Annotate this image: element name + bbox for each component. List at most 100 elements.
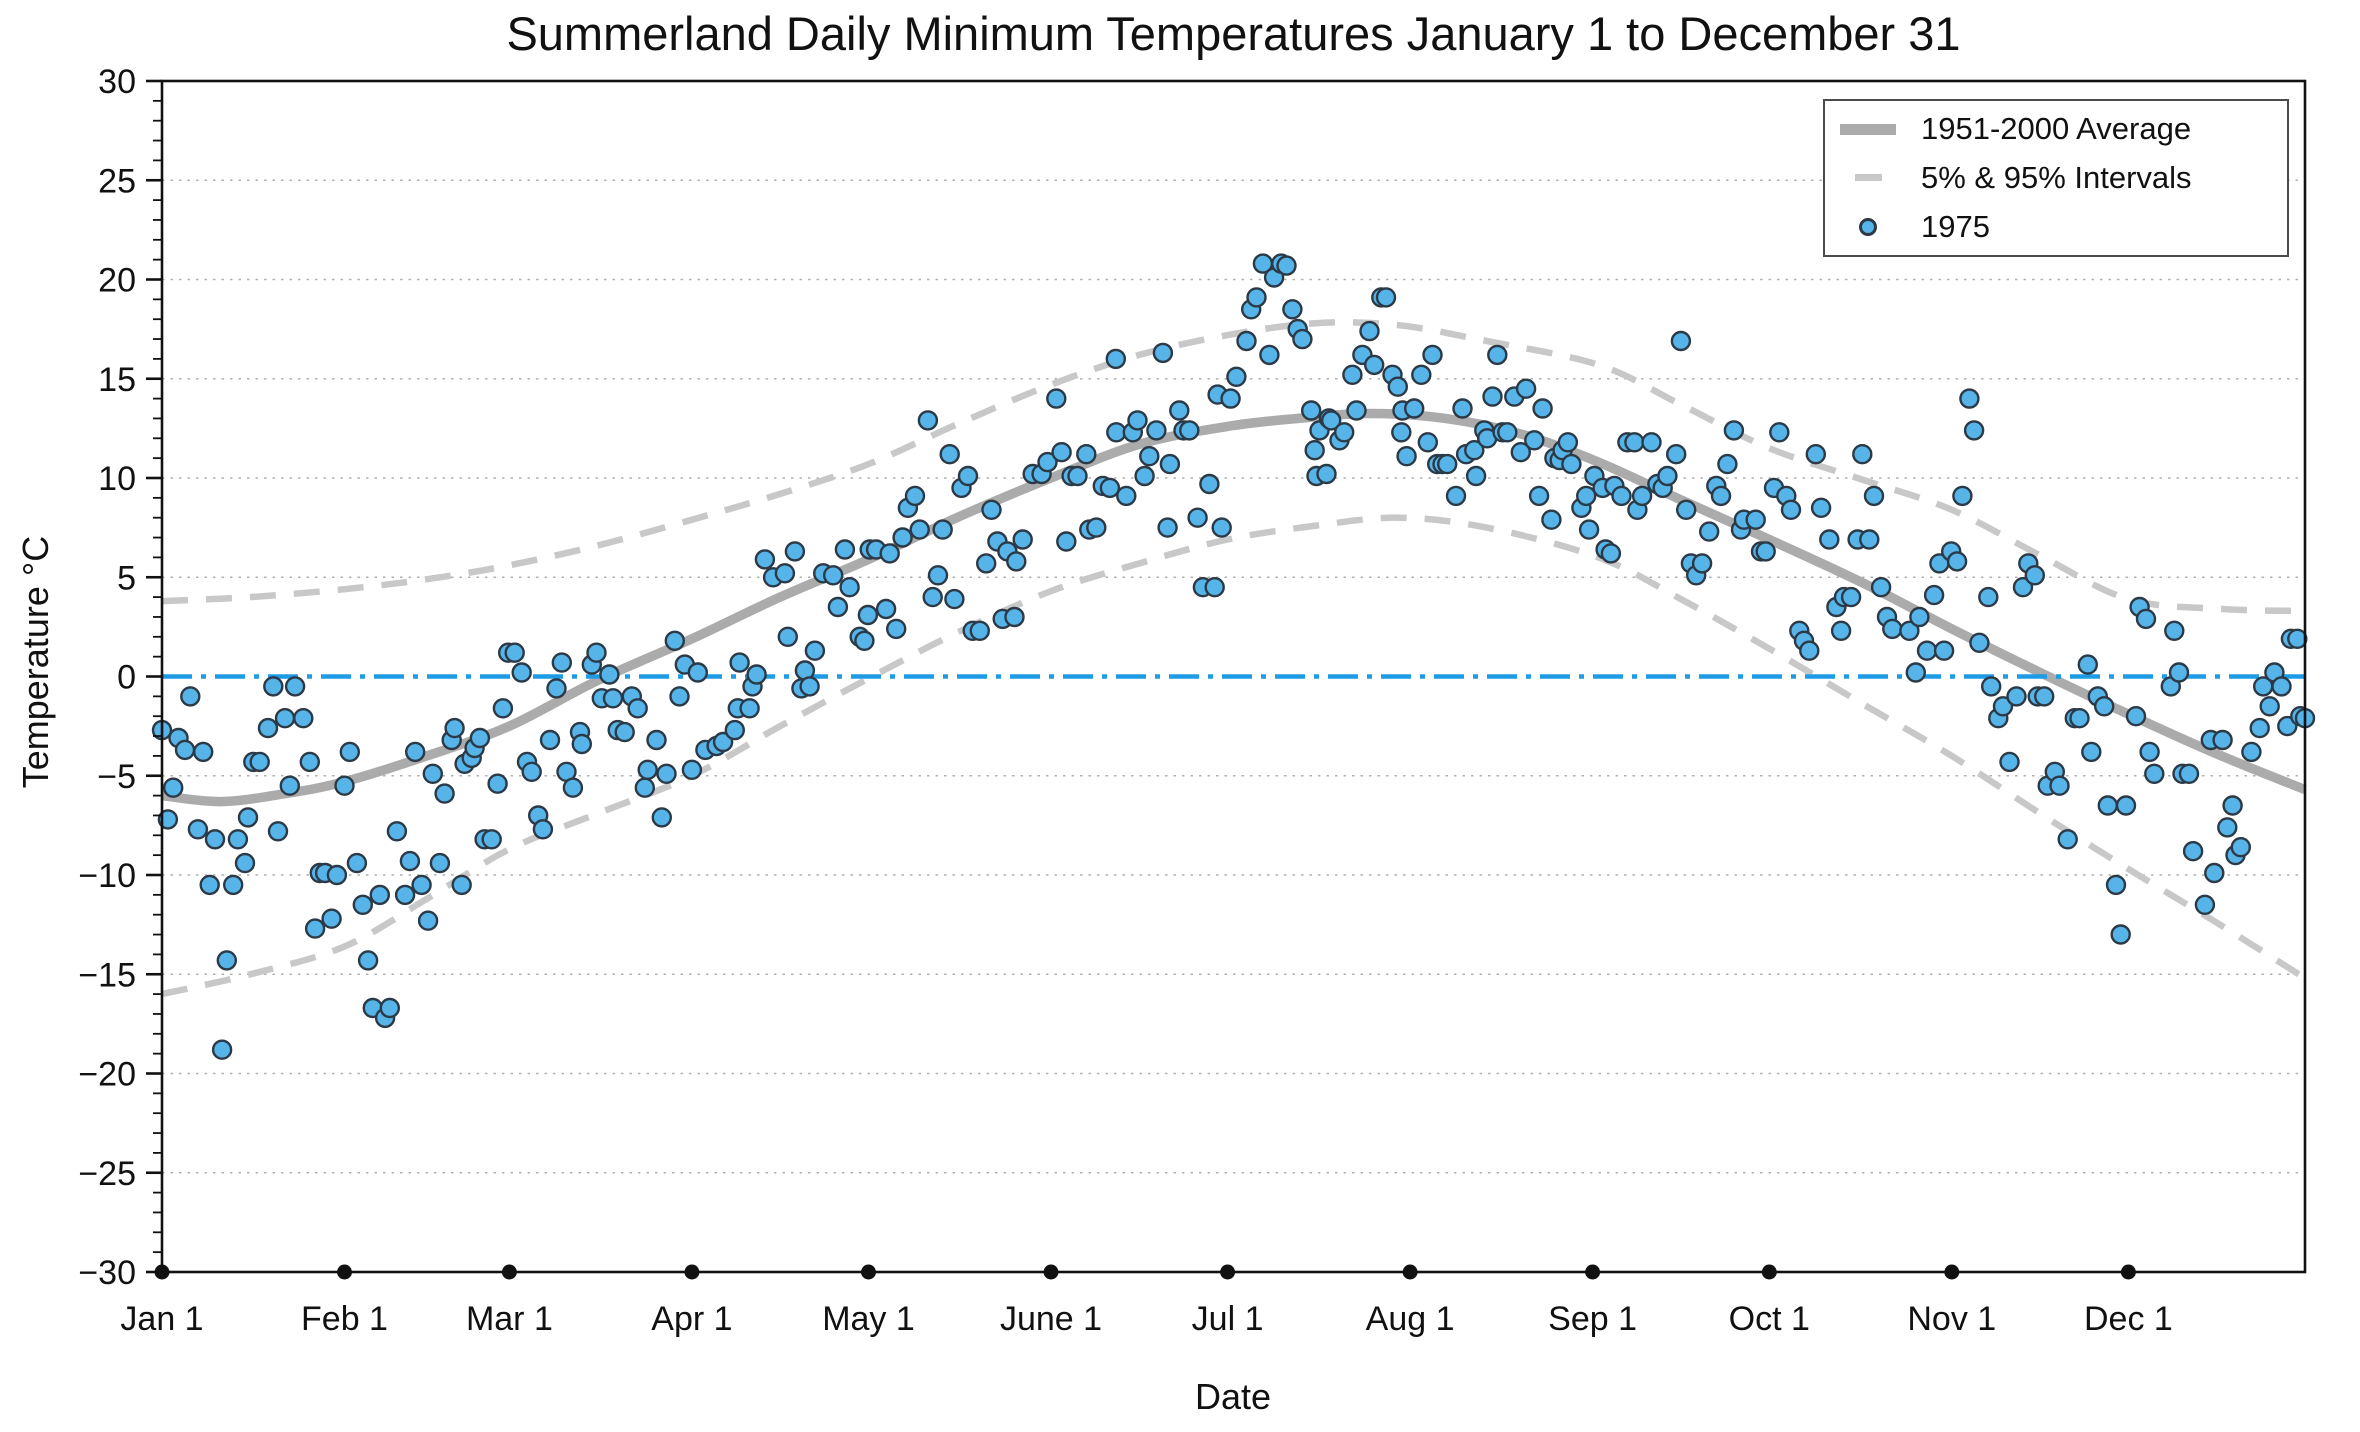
scatter-point bbox=[334, 775, 355, 796]
scatter-point bbox=[2217, 817, 2238, 838]
scatter-point bbox=[326, 864, 348, 886]
scatter-point bbox=[1863, 485, 1885, 507]
scatter-point bbox=[2271, 676, 2292, 697]
scatter-point bbox=[827, 596, 849, 618]
scatter-point bbox=[1159, 453, 1181, 475]
scatter-point bbox=[2006, 686, 2027, 707]
scatter-point bbox=[2249, 717, 2270, 739]
scatter-point bbox=[487, 773, 508, 794]
x-tick-label: Nov 1 bbox=[1907, 1300, 1996, 1338]
scatter-point bbox=[1086, 517, 1107, 538]
scatter-point bbox=[1051, 442, 1072, 463]
scatter-point bbox=[839, 577, 860, 598]
scatter-point bbox=[1675, 499, 1697, 520]
scatter-point bbox=[216, 950, 238, 971]
interval-line-swatch bbox=[1825, 174, 1911, 182]
scatter-point bbox=[157, 809, 179, 830]
scatter-point bbox=[1755, 541, 1776, 562]
scatter-point bbox=[284, 676, 306, 697]
scatter-point bbox=[162, 777, 184, 798]
scatter-point bbox=[1575, 485, 1597, 507]
scatter-point bbox=[1259, 344, 1280, 366]
scatter-point bbox=[799, 676, 820, 697]
scatter-point bbox=[804, 640, 826, 661]
scatter-point bbox=[1342, 364, 1363, 385]
scatter-point bbox=[2024, 565, 2046, 586]
scatter-point bbox=[187, 819, 209, 840]
month-marker bbox=[1043, 1264, 1059, 1280]
scatter-point bbox=[1211, 517, 1232, 538]
scatter-point bbox=[481, 829, 502, 850]
scatter-point bbox=[1524, 430, 1545, 451]
y-tick-label: 30 bbox=[98, 63, 136, 101]
scatter-point bbox=[1631, 485, 1653, 507]
legend-label: 1975 bbox=[1921, 208, 1990, 244]
scatter-point bbox=[429, 852, 451, 874]
scatter-point bbox=[504, 642, 525, 663]
y-tick-label: 5 bbox=[117, 559, 136, 597]
scatter-point bbox=[681, 759, 703, 780]
scatter-point bbox=[1557, 432, 1579, 453]
scatter-point bbox=[2125, 706, 2147, 727]
scatter-point bbox=[1320, 410, 1342, 431]
scatter-point bbox=[274, 708, 296, 729]
scatter-point bbox=[909, 519, 930, 540]
x-tick-label: May 1 bbox=[822, 1300, 915, 1338]
scatter-point bbox=[1169, 400, 1190, 421]
scatter-point bbox=[1465, 465, 1487, 487]
scatter-point bbox=[739, 698, 760, 719]
scatter-point bbox=[1006, 551, 1027, 572]
y-tick-label: −15 bbox=[78, 956, 136, 994]
scatter-point bbox=[1852, 444, 1873, 465]
scatter-point bbox=[1304, 440, 1325, 461]
scatter-point bbox=[784, 541, 806, 562]
scatter-point bbox=[1665, 444, 1687, 465]
scatter-point bbox=[2222, 795, 2243, 816]
scatter-point bbox=[1464, 440, 1485, 461]
scatter-point bbox=[1482, 386, 1503, 407]
month-marker bbox=[1944, 1264, 1960, 1280]
upper-interval-curve bbox=[161, 319, 2306, 615]
scatter-point bbox=[1830, 620, 1852, 641]
scatter-point bbox=[1515, 378, 1537, 399]
scatter-point bbox=[646, 729, 667, 751]
scatter-point bbox=[417, 910, 439, 931]
x-tick-label: Sep 1 bbox=[1548, 1300, 1637, 1338]
scatter-point bbox=[627, 698, 648, 719]
x-tick-label: Jul 1 bbox=[1192, 1300, 1264, 1338]
scatter-point bbox=[263, 676, 284, 697]
scatter-point bbox=[777, 626, 798, 647]
scatter-point bbox=[1157, 517, 1178, 538]
scatter-point bbox=[2093, 696, 2115, 717]
legend-item-1975: 1975 bbox=[1825, 203, 2287, 251]
scatter-point bbox=[2033, 686, 2055, 707]
scatter-point bbox=[1799, 640, 1820, 661]
scatter-point bbox=[1004, 606, 1025, 628]
scatter-point bbox=[1346, 400, 1367, 421]
average-line-swatch bbox=[1825, 123, 1911, 135]
scatter-point bbox=[279, 775, 300, 796]
month-marker bbox=[501, 1264, 517, 1280]
scatter-point bbox=[2182, 841, 2204, 862]
scatter-point bbox=[180, 686, 201, 707]
scatter-point bbox=[2105, 874, 2127, 896]
scatter-point bbox=[539, 729, 561, 751]
y-tick-label: −5 bbox=[97, 758, 136, 796]
scatter-point bbox=[1909, 606, 1930, 628]
scatter-point bbox=[1056, 531, 1077, 552]
scatter-point bbox=[222, 874, 244, 896]
scatter-point bbox=[469, 727, 491, 749]
scatter-point bbox=[304, 918, 326, 939]
scatter-point bbox=[1236, 330, 1257, 352]
scatter-point bbox=[1769, 422, 1790, 443]
scatter-point bbox=[1999, 751, 2020, 773]
scatter-point bbox=[2164, 620, 2185, 641]
scatter-point bbox=[969, 620, 990, 641]
scatter-point bbox=[204, 829, 226, 850]
scatter-point bbox=[1497, 422, 1518, 443]
scatter-point bbox=[1179, 420, 1200, 441]
scatter-point bbox=[1745, 509, 1766, 530]
x-tick-label: Mar 1 bbox=[466, 1300, 553, 1338]
scatter-point bbox=[1698, 521, 1720, 542]
scatter-point bbox=[1641, 432, 1662, 453]
